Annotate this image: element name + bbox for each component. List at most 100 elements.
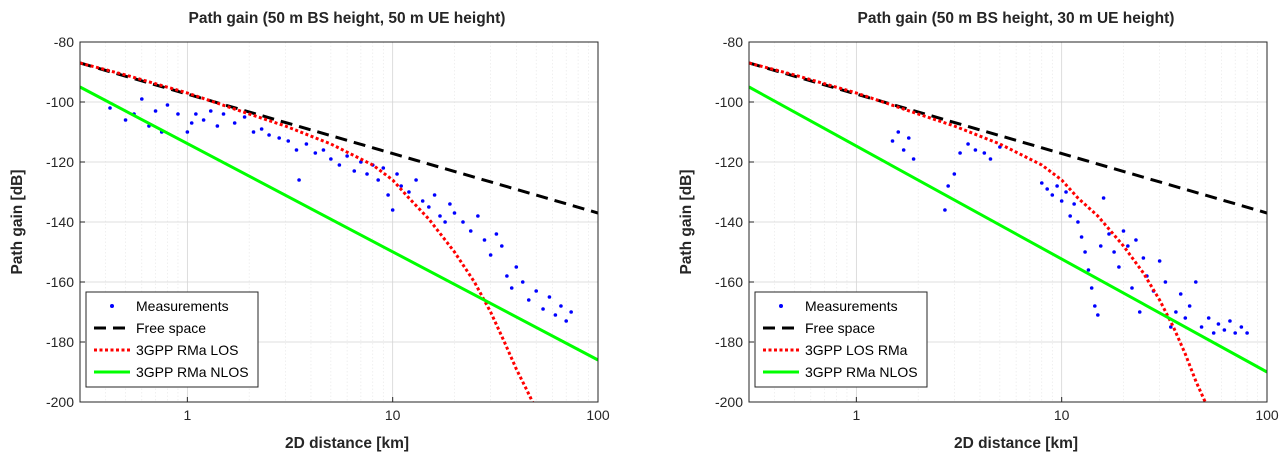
measurement-point (1137, 310, 1142, 314)
measurement-point (176, 112, 180, 116)
x-tick-label: 100 (1255, 407, 1279, 423)
measurement-point (1187, 304, 1192, 308)
measurement-point (443, 220, 447, 224)
measurement-point (365, 172, 369, 176)
measurement-point (1086, 268, 1091, 272)
measurement-point (277, 136, 281, 140)
legend: Measurements Free space 3GPP LOS RMa 3GPP R… (754, 291, 928, 388)
measurement-point (1089, 286, 1094, 290)
measurement-point (553, 313, 558, 317)
x-axis-label: 2D distance [km] (954, 435, 1078, 452)
measurement-point (482, 238, 487, 242)
measurement-points (890, 130, 1249, 335)
y-tick-label: -160 (46, 274, 74, 290)
measurement-point (215, 124, 220, 128)
y-tick-label: -140 (46, 214, 74, 230)
measurement-point (407, 190, 411, 194)
measurement-point (386, 193, 390, 197)
measurement-point (488, 253, 493, 257)
x-tick-label: 1 (852, 407, 860, 423)
y-tick-label: -200 (715, 394, 743, 410)
measurement-point (1098, 244, 1103, 248)
measurement-point (1245, 331, 1249, 335)
measurement-point (1117, 265, 1121, 269)
measurement-point (1050, 193, 1055, 197)
measurement-point (267, 133, 271, 137)
measurement-point (294, 148, 299, 152)
right-chart: Path gain (50 m BS height, 30 m UE heigh… (678, 10, 1279, 452)
y-tick-label: -160 (715, 274, 743, 290)
legend-label-free-space: Free space (136, 320, 206, 336)
measurement-point (494, 232, 499, 236)
measurement-point (432, 193, 437, 197)
measurement-point (420, 199, 425, 203)
measurement-point (1183, 316, 1188, 320)
measurement-point (520, 280, 525, 284)
measurement-point (427, 205, 431, 209)
measurement-point (911, 157, 916, 161)
plot-series (80, 61, 598, 402)
measurement-point (1112, 250, 1116, 254)
measurement-point (1064, 190, 1068, 194)
y-tick-label: -120 (715, 154, 743, 170)
measurement-point (526, 298, 531, 302)
measurement-point (943, 208, 947, 212)
measurement-point (1157, 259, 1162, 263)
measurement-point (901, 148, 906, 152)
free-space-line (749, 61, 1267, 215)
measurement-point (1045, 187, 1049, 191)
measurement-point (1174, 310, 1178, 314)
measurement-point (304, 142, 309, 146)
measurement-point (452, 211, 457, 215)
legend-label-3gpp-rma-nlos: 3GPP RMa NLOS (805, 364, 918, 380)
measurement-point (242, 115, 247, 119)
measurement-point (321, 148, 326, 152)
3gpp-rma-nlos-line (749, 85, 1267, 374)
measurement-point (185, 130, 190, 134)
measurement-point (1079, 235, 1084, 239)
measurement-point (1228, 319, 1232, 323)
measurement-point (958, 151, 962, 155)
y-tick-label: -200 (46, 394, 74, 410)
measurement-point (194, 112, 198, 116)
measurement-point (1199, 325, 1204, 329)
x-tick-label: 10 (385, 407, 401, 423)
measurement-point (547, 295, 552, 299)
measurement-point (140, 97, 144, 101)
measurement-point (1083, 250, 1087, 254)
measurement-point (509, 286, 514, 290)
measurement-point (890, 139, 895, 143)
measurement-point (1096, 313, 1100, 317)
x-tick-label: 1 (183, 407, 191, 423)
measurement-point (1055, 184, 1059, 188)
measurement-point (1211, 331, 1216, 335)
measurement-point (1222, 328, 1227, 332)
x-axis-label: 2D distance [km] (285, 435, 409, 452)
legend-label-3gpp-rma-nlos: 3GPP RMa NLOS (136, 364, 249, 380)
measurement-point (329, 157, 333, 161)
measurement-point (982, 151, 987, 155)
3gpp-los-rma-line (749, 61, 1207, 402)
measurement-point (564, 319, 568, 323)
measurement-point (108, 106, 112, 110)
3gpp-rma-los-line (80, 61, 534, 402)
left-chart: Path gain (50 m BS height, 50 m UE heigh… (9, 10, 610, 452)
measurement-point (123, 118, 128, 122)
measurement-point (376, 178, 380, 182)
legend-swatch-measurements (779, 304, 783, 308)
measurement-point (1134, 238, 1138, 242)
measurement-point (1126, 244, 1130, 248)
chart-title: Path gain (50 m BS height, 30 m UE heigh… (858, 10, 1175, 27)
measurement-point (1068, 214, 1072, 218)
measurement-point (414, 178, 418, 182)
measurement-point (259, 127, 264, 131)
y-axis-label: Path gain [dB] (678, 169, 695, 274)
plot-series (749, 61, 1267, 402)
measurement-point (1141, 256, 1146, 260)
measurement-point (1039, 181, 1044, 185)
measurement-point (514, 265, 519, 269)
measurement-point (468, 229, 473, 233)
measurement-point (1216, 322, 1221, 326)
measurement-point (153, 109, 158, 113)
measurement-point (505, 274, 509, 278)
